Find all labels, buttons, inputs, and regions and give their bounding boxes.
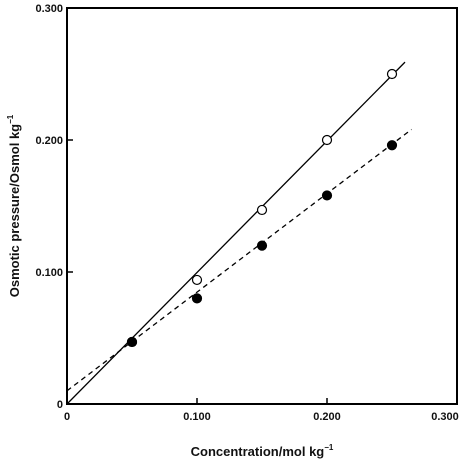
x-tick-label: 0.200	[313, 411, 341, 423]
series-1-point	[256, 204, 268, 216]
axis-tick-labels: 0 0.100 0.200 0.300 0 0.100 0.200 0.300	[35, 3, 458, 423]
y-tick-label: 0.100	[35, 267, 63, 279]
x-tick-label: 0.300	[431, 411, 459, 423]
plot-frame	[66, 7, 458, 405]
series-2-point	[386, 140, 398, 151]
series-2-point	[256, 240, 268, 251]
series-1-point	[191, 274, 203, 286]
series-2-point	[321, 190, 333, 201]
x-tick-label: 0	[64, 411, 70, 423]
data-points	[126, 68, 398, 348]
y-tick-label: 0.200	[35, 135, 63, 147]
fit-lines	[66, 61, 412, 405]
series-1-point	[321, 134, 333, 146]
x-axis-title: Concentration/mol kg−1	[191, 443, 334, 459]
y-tick-label: 0	[57, 399, 63, 411]
series-1-fit-line	[66, 61, 406, 405]
series-2-point	[191, 293, 203, 304]
series-1-point	[386, 68, 398, 80]
x-tick-label: 0.100	[183, 411, 211, 423]
axis-ticks	[66, 7, 458, 405]
series-2-point	[126, 336, 138, 348]
y-axis-title: Osmotic pressure/Osmol kg−1	[6, 114, 22, 297]
series-2-fit-line	[66, 128, 412, 392]
y-tick-label: 0.300	[35, 3, 63, 15]
